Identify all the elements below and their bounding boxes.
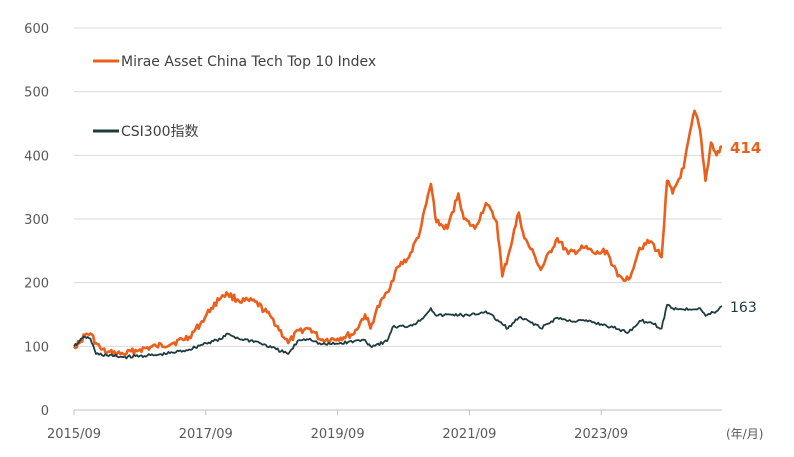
y-tick-label: 400	[24, 149, 49, 164]
end-value-label-orange: 414	[730, 139, 761, 157]
series-line-orange	[72, 109, 723, 357]
x-axis: 2015/09 2017/09 2019/09 2021/09 2023/09	[47, 409, 722, 442]
x-tick-label: 2023/09	[574, 427, 628, 442]
y-axis: 0 100 200 300 400 500 600	[24, 22, 49, 419]
legend-item-orange: Mirae Asset China Tech Top 10 Index	[93, 54, 376, 70]
y-tick-label: 500	[24, 86, 49, 101]
legend-label-dark: CSI300指数	[121, 124, 199, 140]
legend-item-dark: CSI300指数	[93, 124, 199, 140]
y-tick-label: 600	[24, 22, 49, 37]
x-tick-label: 2015/09	[47, 427, 101, 442]
y-tick-label: 0	[41, 404, 49, 419]
series-lines	[72, 109, 723, 360]
y-tick-label: 200	[24, 277, 49, 292]
x-tick-label: 2021/09	[442, 427, 496, 442]
x-tick-label: 2019/09	[311, 427, 365, 442]
series-line-dark	[73, 303, 723, 360]
end-value-label-dark: 163	[730, 300, 757, 316]
gridlines	[74, 27, 722, 347]
legend-label-orange: Mirae Asset China Tech Top 10 Index	[121, 54, 376, 70]
legend: Mirae Asset China Tech Top 10 Index CSI3…	[93, 54, 376, 140]
y-tick-label: 100	[24, 340, 49, 355]
x-tick-label: 2017/09	[179, 427, 233, 442]
x-unit-label: (年/月)	[726, 427, 763, 441]
y-tick-label: 300	[24, 213, 49, 228]
